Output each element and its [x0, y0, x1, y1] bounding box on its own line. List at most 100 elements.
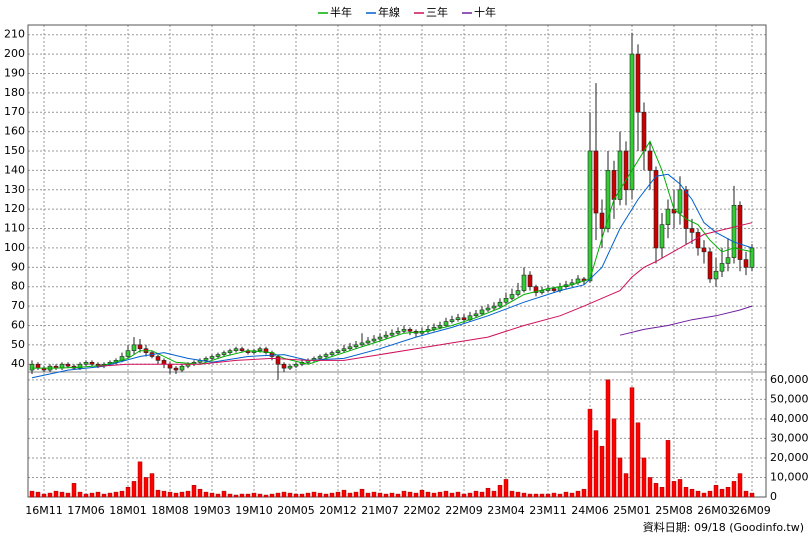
volume-bar	[515, 491, 521, 498]
y2-tick-label: 10,000	[770, 470, 808, 483]
y-tick-label: 160	[4, 125, 25, 138]
volume-bar	[449, 492, 455, 498]
volume-bar	[341, 489, 347, 498]
candle-body	[167, 363, 173, 369]
volume-bar	[563, 491, 569, 498]
volume-bar	[749, 492, 755, 498]
volume-bar	[593, 430, 599, 498]
legend-label: 十年	[474, 5, 496, 19]
volume-bar	[161, 490, 167, 498]
candle-body	[83, 362, 89, 365]
candle-body	[347, 346, 353, 350]
candle-body	[593, 150, 599, 214]
volume-bar	[47, 492, 53, 498]
candle-body	[737, 204, 743, 260]
candle-body	[689, 228, 695, 233]
volume-bar	[671, 481, 677, 498]
candle-body	[611, 170, 617, 200]
candle-body	[533, 286, 539, 293]
volume-bar	[191, 485, 197, 498]
volume-bar	[557, 493, 563, 498]
volume-bar	[455, 491, 461, 498]
volume-bar	[293, 493, 299, 498]
candle-body	[515, 290, 521, 295]
candle-body	[155, 356, 161, 361]
volume-bar	[149, 473, 155, 498]
candle-body	[35, 363, 41, 369]
candle-body	[401, 329, 407, 332]
candle-body	[683, 189, 689, 229]
legend-label: 三年	[426, 5, 448, 19]
candle-body	[65, 363, 71, 367]
volume-bar	[143, 477, 149, 498]
volume-bar	[65, 492, 71, 498]
volume-bar	[737, 473, 743, 498]
x-tick-label: 20M12	[319, 504, 357, 517]
candle-body	[473, 313, 479, 317]
x-tick-label: 25M08	[655, 504, 693, 517]
volume-bar	[665, 440, 671, 498]
volume-bar	[221, 490, 227, 498]
ma-line	[31, 173, 753, 379]
y-tick-label: 190	[4, 66, 25, 79]
volume-bar	[587, 408, 593, 498]
candle-body	[527, 274, 533, 288]
y-tick-label: 50	[11, 338, 25, 351]
y2-tick-label: 30,000	[770, 431, 808, 444]
legend-label: 半年	[330, 5, 352, 19]
volume-bar	[425, 491, 431, 498]
candle-body	[203, 358, 209, 361]
candle-body	[287, 365, 293, 369]
candle-body	[281, 363, 287, 369]
volume-bar	[707, 490, 713, 498]
candle-body	[647, 150, 653, 171]
volume-bar	[173, 492, 179, 498]
volume-bar	[497, 485, 503, 498]
volume-bar	[203, 491, 209, 498]
candle-body	[329, 352, 335, 355]
y-tick-label: 100	[4, 241, 25, 254]
y2-tick-label: 0	[770, 490, 777, 503]
candle-body	[713, 270, 719, 280]
candle-body	[377, 336, 383, 340]
volume-bar	[725, 486, 731, 498]
candle-body	[731, 204, 737, 258]
candle-body	[749, 247, 755, 268]
y2-tick-label: 50,000	[770, 392, 808, 405]
volume-bar	[395, 493, 401, 498]
volume-bar	[659, 486, 665, 498]
volume-bar	[611, 418, 617, 498]
volume-bar	[575, 490, 581, 498]
volume-bar	[317, 492, 323, 498]
x-tick-label: 18M08	[151, 504, 189, 517]
volume-bar	[53, 490, 59, 498]
candle-body	[89, 362, 95, 365]
candle-body	[461, 317, 467, 320]
volume-bar	[239, 493, 245, 498]
volume-bar	[59, 491, 65, 498]
volume-bar	[185, 490, 191, 498]
volume-bar	[461, 493, 467, 498]
volume-bar	[323, 493, 329, 498]
y-tick-label: 200	[4, 47, 25, 60]
y-tick-label: 90	[11, 260, 25, 273]
volume-bar	[335, 491, 341, 498]
volume-bar	[677, 479, 683, 498]
y2-tick-label: 40,000	[770, 412, 808, 425]
candle-body	[221, 352, 227, 355]
candle-body	[389, 332, 395, 336]
volume-bar	[269, 493, 275, 498]
candle-body	[383, 334, 389, 338]
volume-bar	[77, 491, 83, 498]
volume-bar	[743, 490, 749, 498]
y-tick-label: 130	[4, 183, 25, 196]
candle-body	[179, 365, 185, 371]
y-tick-label: 110	[4, 222, 25, 235]
candle-body	[77, 363, 83, 369]
volume-bar	[503, 479, 509, 498]
volume-bar	[413, 492, 419, 498]
candle-body	[359, 342, 365, 346]
candle-body	[233, 348, 239, 351]
